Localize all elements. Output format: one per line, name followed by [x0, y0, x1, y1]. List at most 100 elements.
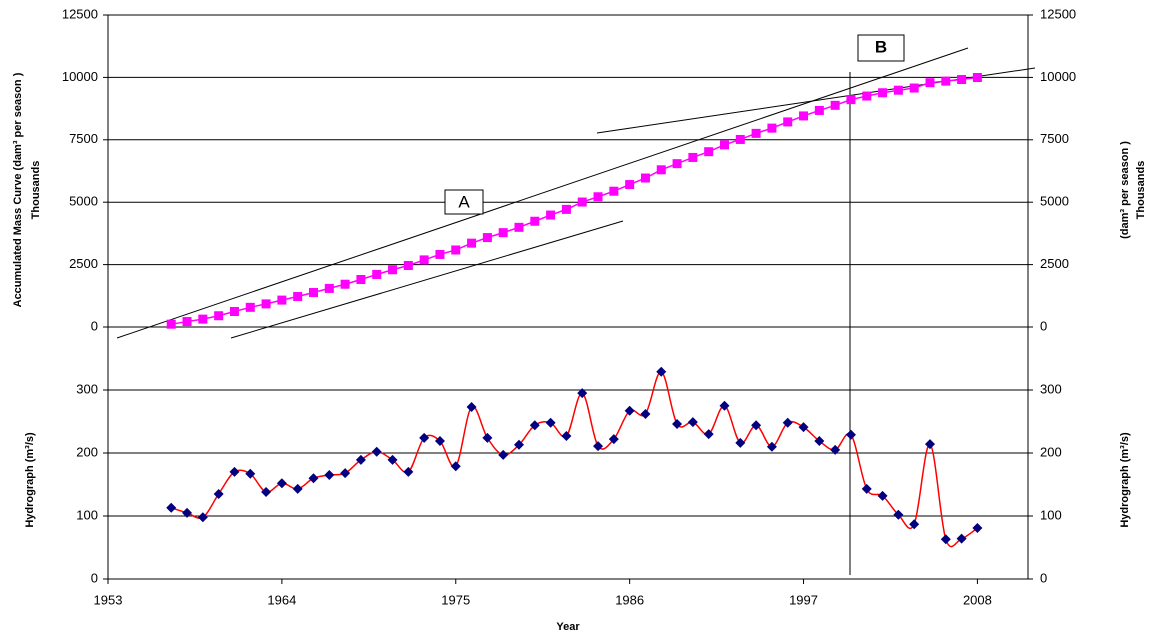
- marker: [845, 429, 856, 440]
- marker: [435, 249, 445, 259]
- marker: [751, 128, 761, 138]
- marker: [688, 152, 698, 162]
- marker: [830, 100, 840, 110]
- marker: [862, 91, 872, 101]
- marker: [751, 420, 762, 431]
- marker: [419, 255, 429, 265]
- marker: [166, 319, 176, 329]
- y-tick-label: 5000: [69, 194, 98, 209]
- marker: [577, 388, 588, 399]
- marker: [419, 432, 430, 443]
- marker: [546, 210, 556, 220]
- marker: [656, 366, 667, 377]
- line: [171, 370, 978, 548]
- marker: [814, 436, 825, 447]
- y-tick-label: 7500: [69, 131, 98, 146]
- marker: [229, 306, 239, 316]
- marker: [956, 533, 967, 544]
- marker: [498, 228, 508, 238]
- y2-tick-label: 7500: [1040, 131, 1069, 146]
- y2-tick-label: 200: [1040, 444, 1062, 459]
- marker: [766, 441, 777, 452]
- marker: [403, 260, 413, 270]
- marker: [703, 429, 714, 440]
- marker: [972, 72, 982, 82]
- marker: [672, 419, 683, 430]
- marker: [388, 265, 398, 275]
- y-tick-label: 200: [76, 444, 98, 459]
- y2-tick-label: 2500: [1040, 256, 1069, 271]
- marker: [577, 197, 587, 207]
- marker: [624, 405, 635, 416]
- marker: [593, 441, 604, 452]
- y2-tick-label: 0: [1040, 318, 1047, 333]
- marker: [687, 417, 698, 428]
- x-tick-label: 2008: [963, 592, 992, 607]
- marker: [530, 216, 540, 226]
- marker: [656, 165, 666, 175]
- marker: [672, 159, 682, 169]
- marker: [735, 437, 746, 448]
- marker: [340, 279, 350, 289]
- annotation: A: [458, 192, 470, 211]
- marker: [719, 140, 729, 150]
- x-tick-label: 1975: [441, 592, 470, 607]
- y2-tick-label: 0: [1040, 570, 1047, 585]
- x-tick-label: 1986: [615, 592, 644, 607]
- y2-tick-label: 10000: [1040, 69, 1076, 84]
- marker: [529, 420, 540, 431]
- marker: [182, 317, 192, 327]
- y2-axis-title: (dam³ per season ): [1119, 141, 1131, 239]
- marker: [877, 490, 888, 501]
- marker: [640, 408, 651, 419]
- marker: [608, 434, 619, 445]
- y-axis-title: Accumulated Mass Curve (dam³ per season …: [12, 72, 24, 307]
- marker: [783, 117, 793, 127]
- marker: [277, 295, 287, 305]
- marker: [625, 180, 635, 190]
- y2-axis-title: Hydrograph (m³/s): [1119, 432, 1131, 528]
- marker: [308, 288, 318, 298]
- marker: [593, 192, 603, 202]
- marker: [893, 509, 904, 520]
- annotation-box: [444, 189, 484, 215]
- marker: [893, 85, 903, 95]
- marker: [561, 204, 571, 214]
- marker: [830, 444, 841, 455]
- marker: [371, 446, 382, 457]
- marker: [704, 147, 714, 157]
- marker: [197, 512, 208, 523]
- line: [171, 76, 978, 325]
- y-axis-title: Hydrograph (m³/s): [24, 432, 36, 528]
- marker: [293, 292, 303, 302]
- marker: [450, 461, 461, 472]
- y-tick-label: 100: [76, 507, 98, 522]
- marker: [245, 468, 256, 479]
- y2-tick-label: 300: [1040, 381, 1062, 396]
- marker: [229, 466, 240, 477]
- marker: [909, 83, 919, 93]
- marker: [545, 417, 556, 428]
- marker: [292, 483, 303, 494]
- y2-tick-label: 5000: [1040, 194, 1069, 209]
- marker: [924, 439, 935, 450]
- y2-axis-unit: Thousands: [1135, 161, 1147, 220]
- marker: [609, 186, 619, 196]
- marker: [355, 454, 366, 465]
- marker: [514, 222, 524, 232]
- marker: [719, 400, 730, 411]
- marker: [213, 488, 224, 499]
- trend-line: [230, 220, 624, 339]
- marker: [214, 311, 224, 321]
- marker: [372, 269, 382, 279]
- marker: [482, 432, 493, 443]
- annotation-box: [857, 34, 905, 62]
- marker: [166, 502, 177, 513]
- marker: [261, 299, 271, 309]
- marker: [940, 534, 951, 545]
- marker: [324, 470, 335, 481]
- marker: [814, 105, 824, 115]
- y-axis-unit: Thousands: [30, 161, 42, 220]
- marker: [403, 466, 414, 477]
